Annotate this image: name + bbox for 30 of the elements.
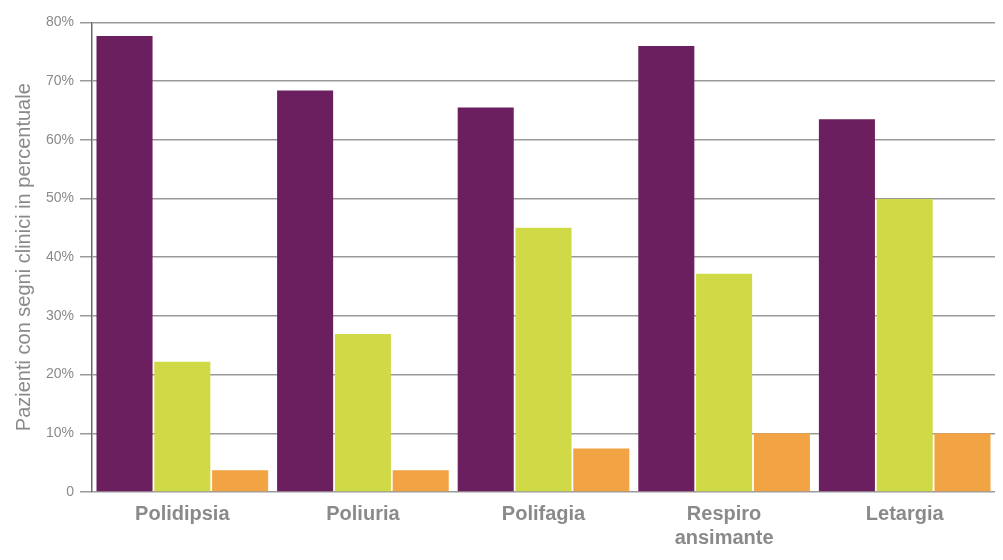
bar	[818, 119, 875, 492]
bar	[212, 470, 269, 492]
y-tick-label: 60%	[45, 130, 75, 147]
y-tick-label: 70%	[45, 71, 75, 88]
bar	[696, 273, 753, 492]
x-tick-label: Polifagia	[501, 501, 587, 524]
y-axis-title: Pazienti con segni clinici in percentuale	[11, 83, 34, 432]
bar	[96, 35, 153, 492]
bar	[277, 90, 334, 492]
x-tick-label: Poliuria	[326, 501, 401, 524]
bar	[876, 199, 933, 492]
bar	[753, 433, 810, 492]
y-tick-label: 0	[66, 482, 75, 499]
y-tick-label: 30%	[45, 306, 75, 323]
y-tick-label: 80%	[45, 13, 75, 30]
y-tick-label: 20%	[45, 365, 75, 382]
x-tick-label: Respiro ansimante	[674, 501, 774, 548]
bar	[515, 227, 572, 492]
bar	[457, 107, 514, 492]
bar	[154, 361, 211, 492]
y-tick-label: 50%	[45, 189, 75, 206]
x-tick-label: Letargia	[865, 501, 945, 524]
bar	[573, 448, 630, 492]
bar	[934, 433, 991, 492]
bar	[392, 470, 449, 492]
bar	[334, 334, 391, 492]
bar	[638, 45, 695, 492]
y-tick-label: 40%	[45, 248, 75, 265]
x-tick-label: Polidipsia	[135, 501, 231, 524]
y-tick-label: 10%	[45, 424, 75, 441]
